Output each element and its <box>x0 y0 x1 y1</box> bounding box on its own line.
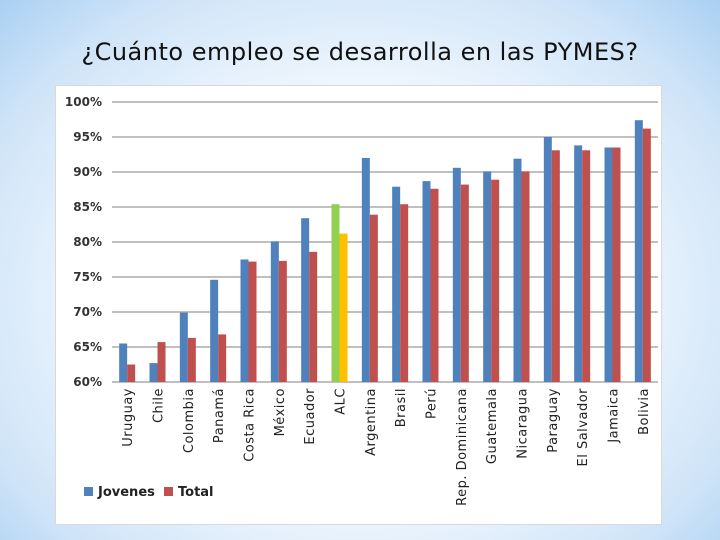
bar-jovenes-colombia <box>179 312 188 382</box>
bar-total-guatemala <box>491 179 500 382</box>
bar-total-rep-dominicana <box>460 184 469 382</box>
bar-jovenes-guatemala <box>483 171 492 382</box>
x-category-label: Guatemala <box>485 388 500 464</box>
bar-jovenes-alc <box>331 204 340 382</box>
x-category-label: Chile <box>152 388 167 423</box>
y-tick-label: 70% <box>73 305 102 319</box>
legend-label-jovenes: Jovenes <box>97 485 155 500</box>
y-tick-label: 85% <box>73 200 102 214</box>
x-category-label: Argentina <box>364 388 379 456</box>
bar-total-méxico <box>278 260 287 382</box>
y-tick-label: 65% <box>73 340 102 354</box>
x-category-label: Panamá <box>212 388 227 443</box>
bar-total-uruguay <box>127 364 136 382</box>
x-category-label: México <box>273 388 288 436</box>
x-category-label: Uruguay <box>121 388 136 447</box>
bar-jovenes-méxico <box>270 241 279 382</box>
bar-jovenes-perú <box>422 181 431 382</box>
bar-jovenes-uruguay <box>119 343 128 382</box>
x-category-label: Brasil <box>394 388 409 427</box>
y-tick-label: 95% <box>73 130 102 144</box>
bar-jovenes-chile <box>149 363 158 382</box>
x-category-label: Colombia <box>182 388 197 453</box>
bar-jovenes-bolivia <box>634 120 643 382</box>
x-category-label: Rep. Dominicana <box>455 388 470 506</box>
x-category-label: Ecuador <box>303 388 318 445</box>
bar-total-colombia <box>187 337 196 382</box>
y-tick-label: 75% <box>73 270 102 284</box>
bar-jovenes-argentina <box>361 158 370 382</box>
x-category-label: Paraguay <box>546 388 561 453</box>
slide-title: ¿Cuánto empleo se desarrolla en las PYME… <box>81 38 639 66</box>
x-category-label: Perú <box>425 388 440 419</box>
bar-jovenes-paraguay <box>543 137 552 382</box>
y-tick-label: 100% <box>65 95 102 109</box>
x-category-label: Bolivia <box>637 388 652 435</box>
bar-total-nicaragua <box>521 171 530 382</box>
bar-chart: 60% 65% 70% 75% 80% 85% 90% 95% 100% Uruguay Chile… <box>65 95 658 506</box>
y-tick-label: 80% <box>73 235 102 249</box>
x-category-label: ALC <box>334 388 349 415</box>
bar-total-jamaica <box>612 147 621 382</box>
bar-total-alc <box>339 233 348 382</box>
bar-jovenes-ecuador <box>301 218 310 382</box>
bar-jovenes-nicaragua <box>513 158 522 382</box>
bar-total-el-salvador <box>582 150 591 382</box>
chart-panel: 60% 65% 70% 75% 80% 85% 90% 95% 100% Uruguay Chile… <box>55 85 662 525</box>
y-tick-label: 90% <box>73 165 102 179</box>
bar-jovenes-el-salvador <box>574 145 583 382</box>
legend-swatch-jovenes <box>84 487 93 496</box>
bar-jovenes-rep-dominicana <box>452 167 461 382</box>
bar-total-bolivia <box>642 128 651 382</box>
bar-total-panamá <box>218 334 227 382</box>
x-category-label: Jamaica <box>607 388 622 444</box>
bar-jovenes-jamaica <box>604 147 613 382</box>
bar-jovenes-costa-rica <box>240 259 249 382</box>
bar-total-argentina <box>369 214 378 382</box>
bar-total-ecuador <box>309 251 318 382</box>
bar-jovenes-brasil <box>392 186 401 382</box>
bar-total-paraguay <box>551 150 560 382</box>
y-tick-label: 60% <box>73 375 102 389</box>
bar-total-chile <box>157 342 166 382</box>
x-category-label: Costa Rica <box>243 388 258 462</box>
legend-label-total: Total <box>178 485 214 500</box>
x-category-label: El Salvador <box>576 388 591 467</box>
bar-total-perú <box>430 188 439 382</box>
bar-total-brasil <box>400 204 409 382</box>
legend-swatch-total <box>164 487 173 496</box>
x-category-label: Nicaragua <box>516 388 531 459</box>
bar-jovenes-panamá <box>210 279 219 382</box>
bar-total-costa-rica <box>248 261 257 382</box>
